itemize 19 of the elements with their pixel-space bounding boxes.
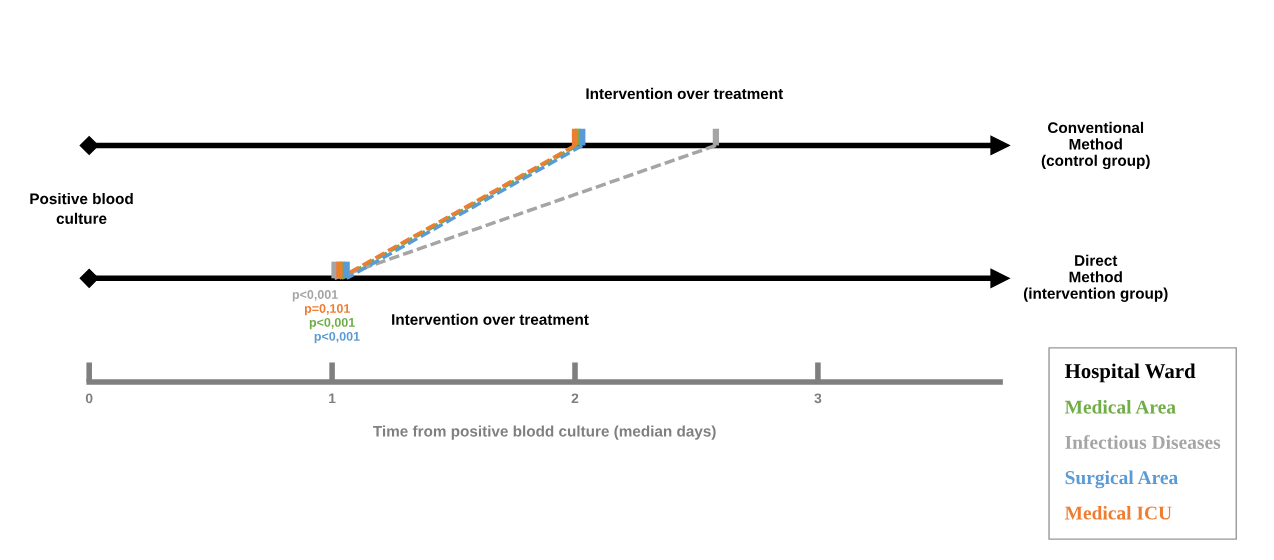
- x-tick-label: 0: [85, 393, 93, 404]
- annotation: p<0,001: [314, 331, 360, 344]
- text: Surgical Area: [1065, 470, 1178, 489]
- text: Infectious Diseases: [1065, 435, 1221, 449]
- annotation: Intervention over treatment: [586, 87, 784, 100]
- x-tick-label: 1: [329, 393, 336, 404]
- annotation: p=0,101: [304, 304, 350, 316]
- annotation: Intervention over treatment: [392, 313, 589, 325]
- annotation: p<0,001: [292, 290, 338, 302]
- annotation: p<0,001: [309, 317, 355, 330]
- y-tick-label: Direct Method (intervention group): [1023, 254, 1168, 302]
- annotation: Positive blood culture: [30, 192, 133, 224]
- text: Medical ICU: [1064, 505, 1172, 520]
- y-tick-label: Conventional Method (control group): [1041, 121, 1150, 170]
- x-axis-title: Time from positive blodd culture (median days): [373, 425, 716, 440]
- text: Medical Area: [1064, 399, 1176, 414]
- x-tick-label: 3: [814, 393, 822, 404]
- x-tick-label: 2: [571, 393, 579, 404]
- legend-title: Hospital Ward: [1064, 363, 1196, 383]
